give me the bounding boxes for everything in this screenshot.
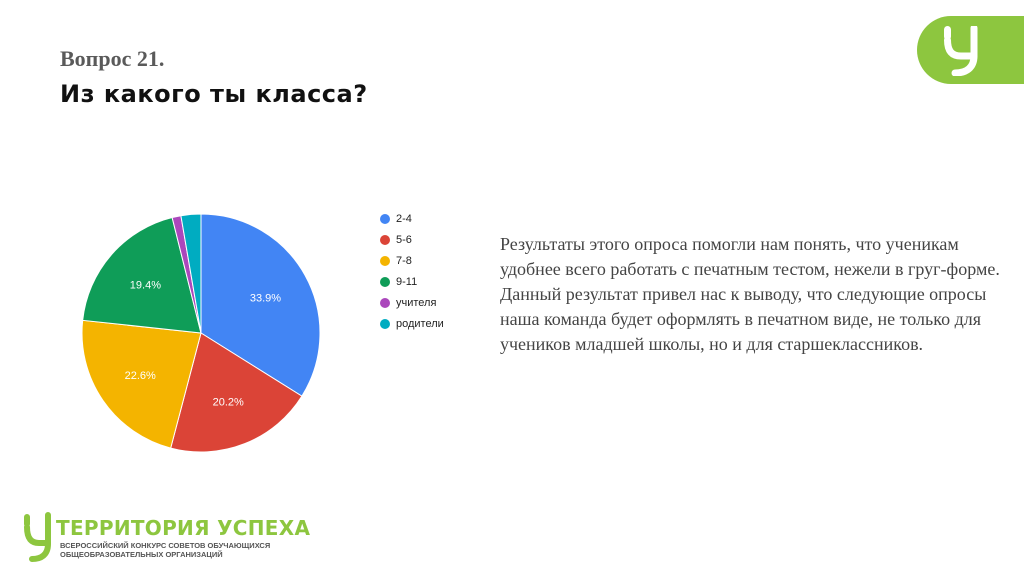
question-title: Из какого ты класса?: [60, 80, 368, 108]
legend-swatch-1: [380, 213, 390, 224]
legend-item-4: 9-11: [380, 271, 444, 292]
description-paragraph-2: Данный результат привел нас к выводу, чт…: [500, 284, 987, 354]
result-description: Результаты этого опроса помогли нам поня…: [500, 232, 1000, 357]
question-number: Вопрос 21.: [60, 46, 165, 71]
pie-slice-1: [200, 213, 321, 397]
legend-item-6: родители: [380, 313, 444, 334]
chart-legend: 2-4 5-6 7-8 9-11 учителя родители: [380, 208, 444, 334]
legend-item-5: учителя: [380, 292, 444, 313]
footer-subtitle-line-2: ОБЩЕОБРАЗОВАТЕЛЬНЫХ ОРГАНИЗАЦИЙ: [60, 550, 223, 559]
footer-subtitle: ВСЕРОССИЙСКИЙ КОНКУРС СОВЕТОВ ОБУЧАЮЩИХС…: [60, 541, 270, 559]
legend-item-1: 2-4: [380, 208, 444, 229]
pie-data-label-4: 19.4%: [130, 280, 161, 292]
footer-title: ТЕРРИТОРИЯ УСПЕХА: [56, 516, 311, 540]
legend-swatch-5: [380, 297, 390, 308]
legend-swatch-3: [380, 255, 390, 266]
corner-logo-badge: [917, 16, 1024, 84]
legend-label-3: 7-8: [396, 254, 412, 267]
pie-data-label-3: 22.6%: [125, 370, 156, 382]
legend-item-2: 5-6: [380, 229, 444, 250]
legend-label-2: 5-6: [396, 233, 412, 246]
legend-label-1: 2-4: [396, 212, 412, 225]
u-logo-icon: [24, 512, 51, 562]
description-paragraph-1: Результаты этого опроса помогли нам поня…: [500, 234, 1000, 279]
legend-swatch-6: [380, 318, 390, 329]
legend-label-6: родители: [396, 317, 444, 330]
footer-subtitle-line-1: ВСЕРОССИЙСКИЙ КОНКУРС СОВЕТОВ ОБУЧАЮЩИХС…: [60, 541, 271, 550]
pie-data-label-2: 20.2%: [213, 397, 244, 409]
legend-label-4: 9-11: [396, 275, 418, 288]
legend-swatch-4: [380, 276, 390, 287]
pie-slice-6: [180, 213, 202, 334]
pie-data-label-1: 33.9%: [250, 292, 281, 304]
pie-slice-4: [82, 216, 202, 334]
u-logo-icon: [944, 26, 978, 76]
legend-swatch-2: [380, 234, 390, 245]
pie-slice-3: [81, 319, 202, 449]
legend-label-5: учителя: [396, 296, 437, 309]
legend-item-3: 7-8: [380, 250, 444, 271]
pie-slice-2: [170, 332, 303, 453]
